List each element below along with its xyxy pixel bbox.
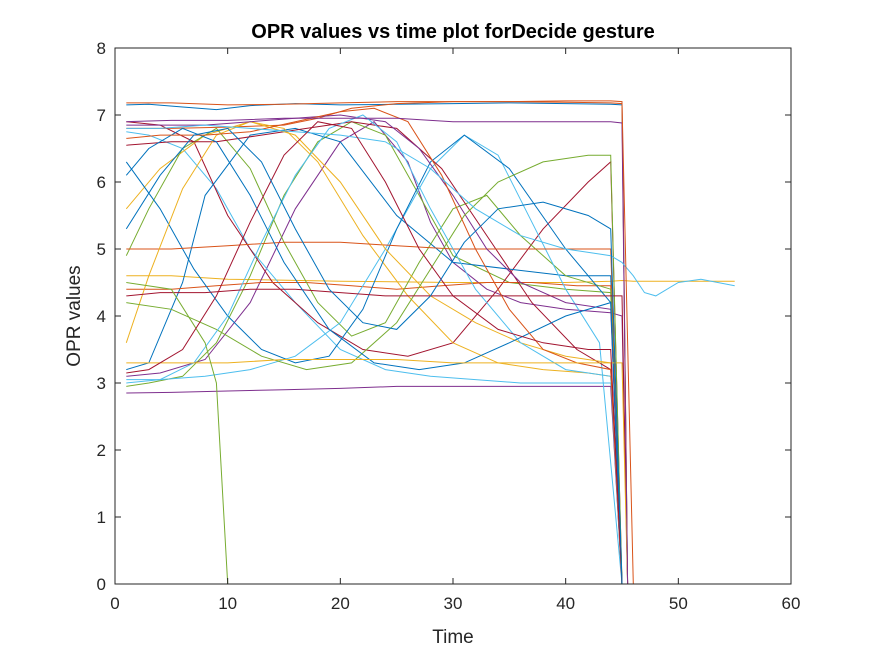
y-tick-label: 1 bbox=[97, 508, 106, 527]
series-line-25 bbox=[126, 117, 629, 585]
y-tick-label: 0 bbox=[97, 575, 106, 594]
y-tick-label: 8 bbox=[97, 39, 106, 58]
x-tick-label: 30 bbox=[444, 594, 463, 613]
chart-title: OPR values vs time plot forDecide gestur… bbox=[251, 21, 654, 43]
series-line-16 bbox=[126, 241, 623, 585]
series-line-21 bbox=[126, 288, 629, 585]
series-line-23 bbox=[126, 107, 623, 585]
x-tick-label: 10 bbox=[218, 594, 237, 613]
x-tick-label: 60 bbox=[782, 594, 801, 613]
x-tick-label: 40 bbox=[556, 594, 575, 613]
series-line-4 bbox=[126, 121, 629, 585]
series-lines bbox=[125, 100, 735, 585]
series-line-10 bbox=[125, 121, 623, 585]
series-line-29 bbox=[125, 127, 623, 585]
series-line-22 bbox=[125, 127, 623, 585]
x-axis-label: Time bbox=[432, 627, 474, 648]
y-tick-label: 3 bbox=[97, 374, 106, 393]
series-line-18 bbox=[126, 114, 623, 585]
series-line-20 bbox=[126, 114, 623, 585]
y-tick-label: 6 bbox=[97, 173, 106, 192]
series-line-17 bbox=[125, 121, 623, 585]
series-line-12 bbox=[125, 127, 623, 585]
series-line-3 bbox=[126, 275, 735, 283]
y-tick-label: 7 bbox=[97, 106, 106, 125]
series-line-7 bbox=[126, 121, 623, 585]
series-line-28 bbox=[126, 121, 623, 585]
y-axis-label: OPR values bbox=[64, 265, 85, 366]
x-tick-label: 50 bbox=[669, 594, 688, 613]
y-tick-label: 5 bbox=[97, 240, 106, 259]
y-tick-label: 2 bbox=[97, 441, 106, 460]
y-tick-label: 4 bbox=[97, 307, 106, 326]
series-line-24 bbox=[126, 359, 629, 585]
series-line-30 bbox=[126, 101, 634, 585]
axis-ticks: 0 10 20 30 40 50 60 0 1 2 3 4 5 6 7 8 bbox=[97, 39, 801, 613]
series-line-15 bbox=[125, 134, 623, 585]
series-line-1 bbox=[126, 102, 634, 585]
series-line-11 bbox=[126, 385, 623, 585]
x-tick-label: 20 bbox=[331, 594, 350, 613]
series-line-9 bbox=[126, 282, 623, 585]
x-tick-label: 0 bbox=[110, 594, 119, 613]
series-line-27 bbox=[126, 124, 735, 297]
series-line-13 bbox=[126, 134, 623, 585]
